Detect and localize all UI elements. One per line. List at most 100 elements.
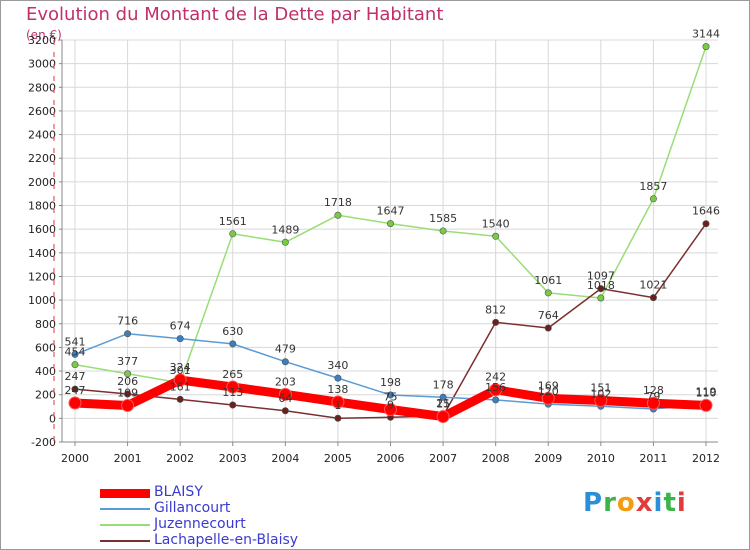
data-point — [124, 390, 132, 398]
data-label: 1718 — [324, 196, 352, 209]
data-point — [71, 350, 79, 358]
logo-letter: x — [635, 488, 654, 518]
legend-item-lachapelle: Lachapelle-en-Blaisy — [100, 532, 360, 549]
data-label: 630 — [222, 325, 243, 338]
legend-item-juzennecourt: Juzennecourt — [100, 516, 360, 533]
legend-swatch — [100, 524, 150, 526]
data-point — [278, 387, 292, 401]
data-point — [281, 407, 289, 415]
data-point — [386, 391, 394, 399]
data-point — [544, 324, 552, 332]
x-tick-label: 2003 — [219, 452, 247, 465]
data-point — [699, 398, 713, 412]
data-label: 340 — [327, 359, 348, 372]
chart-title: Evolution du Montant de la Dette par Hab… — [26, 4, 444, 25]
data-label: 247 — [65, 384, 86, 397]
data-point — [386, 220, 394, 228]
data-point — [334, 414, 342, 422]
data-point — [649, 195, 657, 203]
data-label: 247 — [65, 370, 86, 383]
data-label: 198 — [380, 376, 401, 389]
data-label: 21 — [436, 397, 450, 410]
data-label: 79 — [646, 390, 660, 403]
logo-letter: t — [663, 488, 677, 518]
x-tick-label: 2007 — [429, 452, 457, 465]
data-label: 301 — [170, 364, 191, 377]
y-tick-label: 2400 — [28, 129, 56, 142]
data-point — [331, 395, 345, 409]
logo-letter: o — [616, 488, 636, 518]
data-point — [594, 393, 608, 407]
data-point — [439, 227, 447, 235]
data-point — [124, 330, 132, 338]
x-tick-label: 2002 — [166, 452, 194, 465]
data-label: 1 — [334, 399, 341, 412]
legend: BLAISY Gillancourt Juzennecourt Lachapel… — [100, 484, 360, 549]
data-point — [492, 396, 500, 404]
data-label: 151 — [590, 381, 611, 394]
y-tick-label: 200 — [35, 389, 56, 402]
x-tick-label: 2008 — [482, 452, 510, 465]
y-tick-label: 3200 — [28, 34, 56, 47]
x-tick-label: 2011 — [639, 452, 667, 465]
series-lines — [68, 43, 713, 424]
data-point — [541, 391, 555, 405]
data-label: 1540 — [482, 217, 510, 230]
data-label: 1647 — [377, 205, 405, 218]
chart-unit: (en €) — [26, 28, 62, 42]
data-label: 541 — [65, 335, 86, 348]
y-tick-label: 1400 — [28, 247, 56, 260]
data-point — [173, 373, 187, 387]
data-label: 156 — [485, 381, 506, 394]
data-point — [439, 393, 447, 401]
logo-letter: i — [676, 488, 687, 518]
data-label: 716 — [117, 315, 138, 328]
y-tick-label: 1800 — [28, 200, 56, 213]
data-point — [492, 318, 500, 326]
data-point — [124, 370, 132, 378]
data-point — [649, 294, 657, 302]
data-point — [226, 380, 240, 394]
data-label: 161 — [170, 380, 191, 393]
legend-item-blaisy: BLAISY — [100, 484, 360, 501]
legend-swatch — [100, 508, 150, 510]
data-label: 102 — [590, 387, 611, 400]
data-point — [384, 402, 397, 416]
data-point — [176, 335, 184, 343]
x-tick-label: 2006 — [377, 452, 405, 465]
y-tick-label: 2600 — [28, 105, 56, 118]
legend-label: Gillancourt — [154, 500, 231, 516]
data-point — [334, 211, 342, 219]
data-point — [281, 358, 289, 366]
data-label: 109 — [117, 386, 138, 399]
data-point — [597, 294, 605, 302]
data-point — [71, 361, 79, 369]
data-label: 812 — [485, 303, 506, 316]
data-label: 169 — [538, 379, 559, 392]
x-tick-label: 2009 — [534, 452, 562, 465]
data-label: 138 — [327, 383, 348, 396]
x-tick-label: 2010 — [587, 452, 615, 465]
data-label: 75 — [384, 390, 398, 403]
legend-swatch — [100, 489, 150, 498]
data-point — [489, 383, 503, 397]
data-label: 674 — [170, 320, 191, 333]
legend-item-gillancourt: Gillancourt — [100, 500, 360, 517]
y-tick-label: 600 — [35, 341, 56, 354]
data-label: 764 — [538, 309, 559, 322]
data-label: 1061 — [534, 274, 562, 287]
data-label: 242 — [485, 371, 506, 384]
data-label: 1097 — [587, 270, 615, 283]
y-tick-label: 400 — [35, 365, 56, 378]
data-label: 15 — [436, 398, 450, 411]
legend-swatch — [100, 540, 150, 542]
data-label: 178 — [433, 378, 454, 391]
data-label: 120 — [538, 385, 559, 398]
data-label: 454 — [65, 346, 86, 359]
data-point — [334, 374, 342, 382]
data-label: 3144 — [692, 28, 720, 41]
logo-letter: i — [653, 488, 664, 518]
data-label: 1489 — [271, 223, 299, 236]
